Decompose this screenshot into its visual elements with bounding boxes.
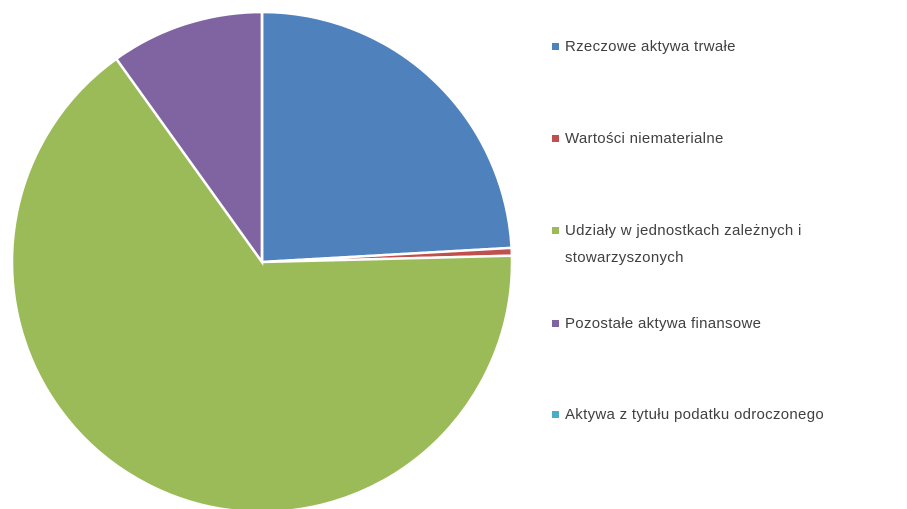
pie-slice [260,10,513,264]
legend-swatch [552,135,559,142]
legend-item: Udziały w jednostkach zależnych i stowar… [552,217,902,271]
legend-label: Udziały w jednostkach zależnych i stowar… [565,222,802,266]
legend-item: Aktywa z tytułu podatku odroczonego [552,401,902,428]
legend-label: Pozostałe aktywa finansowe [565,315,762,332]
legend-item: Rzeczowe aktywa trwałe [552,33,902,60]
pie-slice [114,10,264,266]
legend-label: Wartości niematerialne [565,130,724,147]
pie-area [10,10,514,509]
legend-item: Wartości niematerialne [552,125,902,152]
legend-swatch [552,227,559,234]
legend-swatch [552,43,559,50]
pie-slice [10,57,514,509]
legend-label: Rzeczowe aktywa trwałe [565,38,736,55]
legend-item: Pozostałe aktywa finansowe [552,310,902,337]
legend-swatch [552,320,559,327]
legend-label: Aktywa z tytułu podatku odroczonego [565,406,824,423]
legend-swatch [552,411,559,418]
